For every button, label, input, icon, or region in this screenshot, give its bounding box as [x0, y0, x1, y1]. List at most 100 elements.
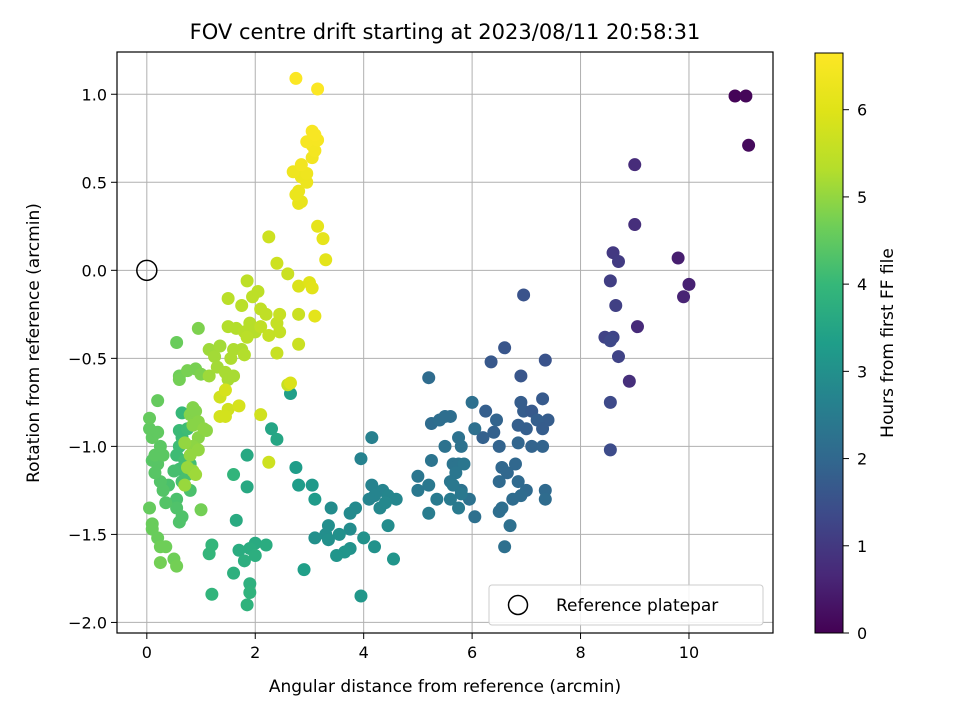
scatter-point [178, 478, 192, 492]
colorbar-tick-label: 0 [857, 624, 867, 643]
scatter-point [240, 480, 254, 494]
scatter-point [452, 501, 466, 515]
scatter-point [514, 369, 528, 383]
scatter-point [254, 320, 268, 334]
scatter-point [189, 468, 203, 482]
scatter-point [511, 475, 525, 489]
scatter-point [321, 533, 335, 547]
scatter-point [424, 453, 438, 467]
scatter-point [151, 394, 165, 408]
grid [117, 52, 773, 633]
scatter-point [517, 288, 531, 302]
legend-box [488, 584, 764, 626]
scatter-point [143, 411, 157, 425]
scatter-point [172, 372, 186, 386]
scatter-point [739, 89, 753, 103]
scatter-point [536, 392, 550, 406]
scatter-point [232, 399, 246, 413]
colorbar-tick-label: 3 [857, 362, 867, 381]
scatter-point [498, 341, 512, 355]
scatter-point [411, 469, 425, 483]
scatter-point [237, 554, 251, 568]
scatter-point [330, 549, 344, 563]
scatter-point [438, 439, 452, 453]
scatter-point [422, 506, 436, 520]
colorbar-label: Hours from first FF file [878, 248, 898, 438]
scatter-point [208, 350, 222, 364]
scatter-point [229, 513, 243, 527]
scatter-point [251, 284, 265, 298]
scatter-point [490, 413, 504, 427]
scatter-point [311, 82, 325, 96]
scatter-point [240, 330, 254, 344]
scatter-point [389, 492, 403, 506]
scatter-point [232, 543, 246, 557]
scatter-point [628, 158, 642, 172]
scatter-point [289, 461, 303, 475]
scatter-point [227, 566, 241, 580]
scatter-point [506, 492, 520, 506]
scatter-point [349, 501, 363, 515]
scatter-point [159, 496, 173, 510]
scatter-point [362, 492, 376, 506]
plot-frame [116, 51, 774, 634]
scatter-point [357, 531, 371, 545]
scatter-point [205, 587, 219, 601]
scatter-point [671, 251, 685, 265]
scatter-point [237, 348, 251, 362]
scatter-point [454, 487, 468, 501]
scatter-point [259, 307, 273, 321]
scatter-point [603, 274, 617, 288]
scatter-point [218, 383, 232, 397]
scatter-point [240, 448, 254, 462]
scatter-point [603, 334, 617, 348]
x-axis: 0 2 4 6 8 10 [142, 633, 699, 662]
x-tick-label: 0 [142, 643, 152, 662]
scatter-point [183, 448, 197, 462]
scatter-point [332, 527, 346, 541]
x-tick-label: 2 [250, 643, 260, 662]
scatter-point [281, 267, 295, 281]
colorbar-tick-label: 5 [857, 188, 867, 207]
scatter-point [283, 376, 297, 390]
scatter-point [240, 598, 254, 612]
scatter-point [178, 436, 192, 450]
scatter-point [289, 71, 303, 85]
scatter-point [254, 408, 268, 422]
scatter-point [143, 501, 157, 515]
scatter-point [611, 255, 625, 269]
colorbar-tick-label: 2 [857, 450, 867, 469]
scatter-point [186, 418, 200, 432]
scatter-point [386, 552, 400, 566]
scatter-point [227, 369, 241, 383]
scatter-point [354, 589, 368, 603]
y-tick-label: −1.0 [68, 437, 107, 456]
scatter-point [677, 290, 691, 304]
scatter-point [343, 522, 357, 536]
scatter-point [538, 353, 552, 367]
scatter-point [308, 309, 322, 323]
scatter-point [457, 457, 471, 471]
scatter-point [484, 355, 498, 369]
scatter-point [443, 492, 457, 506]
scatter-point [262, 455, 276, 469]
scatter-point [273, 307, 287, 321]
scatter-point [498, 540, 512, 554]
scatter-point [202, 547, 216, 561]
scatter-point [202, 369, 216, 383]
scatter-point [503, 519, 517, 533]
colorbar-tick-label: 4 [857, 275, 867, 294]
scatter-point [227, 468, 241, 482]
scatter-point [422, 478, 436, 492]
scatter-point [324, 501, 338, 515]
scatter-point [508, 457, 522, 471]
colorbar-gradient [814, 52, 844, 634]
scatter-point [622, 374, 636, 388]
scatter-point [728, 89, 742, 103]
scatter-point [311, 219, 325, 233]
scatter-point [167, 464, 181, 478]
colorbar-ticks: 0 1 2 3 4 5 6 [843, 101, 867, 643]
scatter-point [479, 404, 493, 418]
legend-label: Reference platepar [556, 596, 718, 616]
scatter-point [430, 492, 444, 506]
